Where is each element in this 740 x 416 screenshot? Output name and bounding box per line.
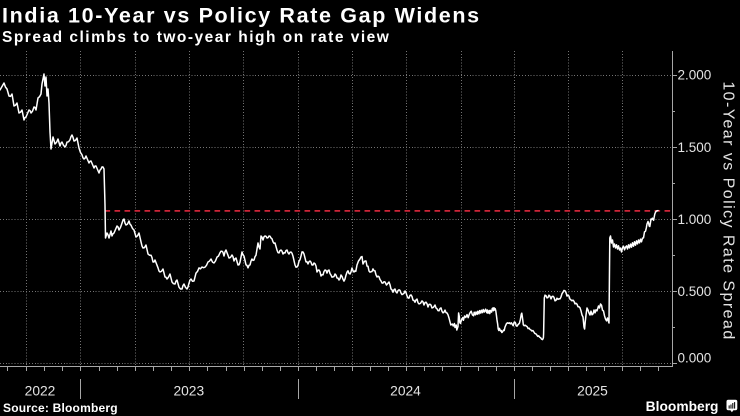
svg-text:Source: Bloomberg: Source: Bloomberg xyxy=(3,401,118,415)
svg-text:India 10-Year vs Policy Rate G: India 10-Year vs Policy Rate Gap Widens xyxy=(2,4,481,28)
svg-text:2022: 2022 xyxy=(25,384,56,399)
svg-text:1.500: 1.500 xyxy=(678,140,712,155)
svg-text:2025: 2025 xyxy=(577,384,608,399)
svg-text:2.000: 2.000 xyxy=(678,68,712,83)
svg-text:10-Year vs Policy Rate Spread: 10-Year vs Policy Rate Spread xyxy=(719,81,736,340)
svg-text:2023: 2023 xyxy=(173,384,204,399)
svg-text:0.500: 0.500 xyxy=(678,284,712,299)
svg-text:1.000: 1.000 xyxy=(678,212,712,227)
svg-text:2024: 2024 xyxy=(390,384,421,399)
svg-text:0.000: 0.000 xyxy=(678,351,712,366)
svg-text:Spread climbs to two-year high: Spread climbs to two-year high on rate v… xyxy=(2,29,390,46)
svg-text:Bloomberg: Bloomberg xyxy=(646,399,719,414)
